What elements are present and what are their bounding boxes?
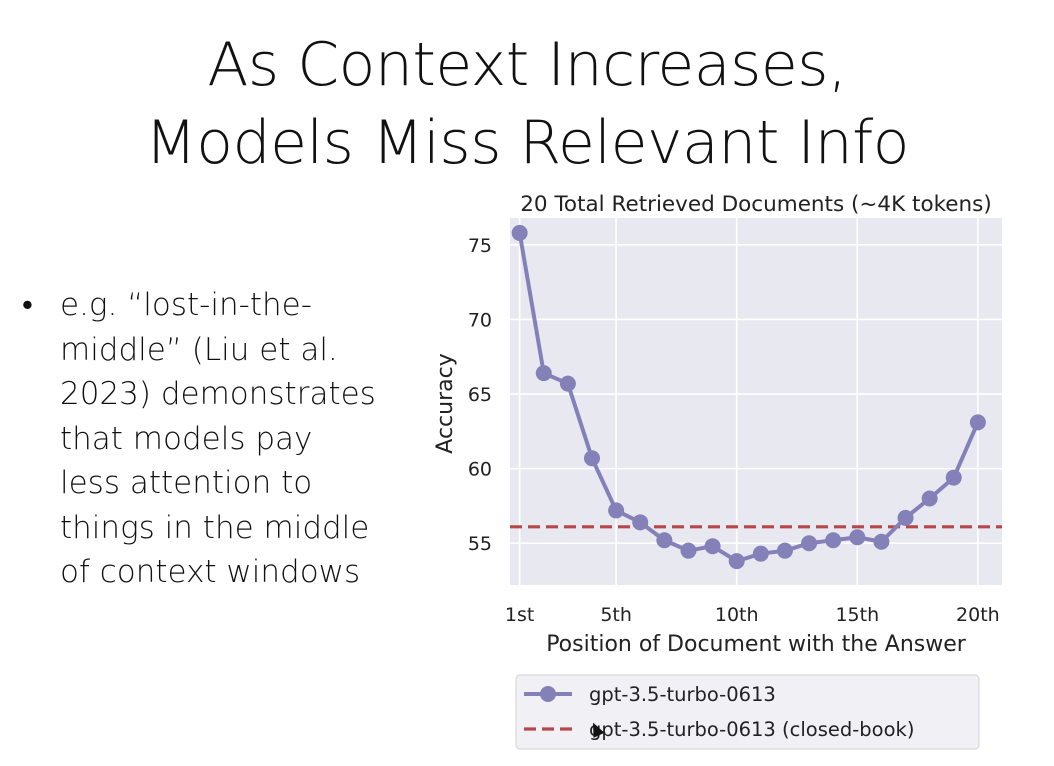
bullet-line-3: 2023) demonstrates xyxy=(60,376,376,412)
data-point xyxy=(849,529,866,546)
legend-main-marker-swatch xyxy=(540,686,556,702)
x-tick-label: 10th xyxy=(715,604,759,626)
legend-box xyxy=(515,674,980,750)
data-point xyxy=(511,224,528,241)
bullet-text: e.g. “lost-in-the- middle” (Liu et al. 2… xyxy=(60,283,376,595)
x-tick-label: 20th xyxy=(956,604,1000,626)
bullet-line-1: e.g. “lost-in-the- xyxy=(60,287,312,323)
slide-title-line-2: Models Miss Relevant Info xyxy=(145,108,909,178)
data-point xyxy=(801,535,818,552)
data-point xyxy=(559,375,576,392)
y-tick-label: 55 xyxy=(468,533,492,555)
data-point xyxy=(608,502,625,519)
bullet-dot-icon: • xyxy=(22,287,33,323)
y-axis-label: Accuracy xyxy=(433,353,458,453)
y-tick-label: 75 xyxy=(468,235,492,257)
x-axis-label: Position of Document with the Answer xyxy=(546,632,967,657)
y-tick-label: 70 xyxy=(468,309,492,331)
data-point xyxy=(632,514,649,531)
data-point xyxy=(535,365,552,382)
data-point xyxy=(969,414,986,431)
data-point xyxy=(825,532,842,549)
data-point xyxy=(776,542,793,559)
plot-area xyxy=(510,218,1002,585)
data-point xyxy=(897,509,914,526)
x-tick-label: 5th xyxy=(600,604,632,626)
bullet-line-4: that models pay xyxy=(60,420,313,457)
bullet-line-6: things in the middle xyxy=(60,509,370,546)
y-tick-label: 65 xyxy=(468,384,492,406)
data-point xyxy=(873,533,890,550)
data-point xyxy=(752,545,769,562)
data-point xyxy=(921,490,938,507)
bullet-line-7: of context windows xyxy=(60,554,361,590)
data-point xyxy=(656,532,673,549)
x-tick-label: 1st xyxy=(505,604,534,626)
legend-label-closed-book: gpt-3.5-turbo-0613 (closed-book) xyxy=(589,718,914,741)
data-point xyxy=(728,553,745,570)
x-tick-label: 15th xyxy=(835,604,879,626)
y-tick-label: 60 xyxy=(468,459,492,481)
data-point xyxy=(945,469,962,486)
slide-title: As Context Increases, Models Miss Releva… xyxy=(0,26,1054,182)
bullet-line-5: less attention to xyxy=(60,465,313,501)
data-point xyxy=(584,450,600,467)
data-point xyxy=(704,538,721,555)
chart-title: 20 Total Retrieved Documents (~4K tokens… xyxy=(520,192,992,217)
slide-title-line-1: As Context Increases, xyxy=(207,30,847,100)
bullet-line-2: middle” (Liu et al. xyxy=(60,331,338,368)
data-point xyxy=(680,542,697,559)
legend-label-main: gpt-3.5-turbo-0613 xyxy=(589,683,776,706)
